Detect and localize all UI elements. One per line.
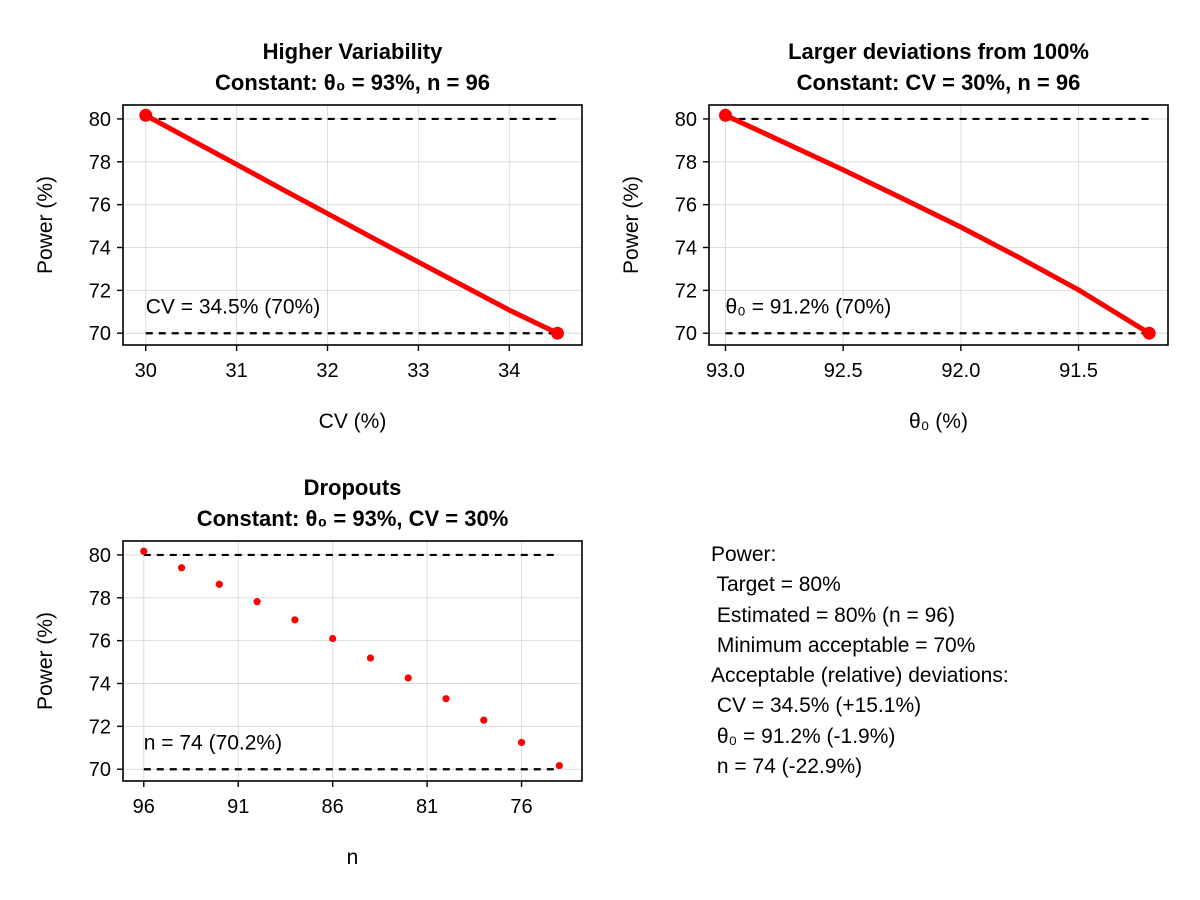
y-tick-label: 78 <box>89 588 111 610</box>
x-tick-label: 96 <box>133 796 155 818</box>
cv-power-chart: Higher Variability Constant: θ₀ = 93%, n … <box>34 39 583 433</box>
y-tick-label: 80 <box>675 109 697 131</box>
summary-line: Power: <box>711 543 777 566</box>
x-tick-label: 31 <box>225 360 247 382</box>
x-tick-label: 30 <box>135 360 157 382</box>
threshold-annotation: CV = 34.5% (70%) <box>146 296 321 319</box>
y-tick-label: 76 <box>89 195 111 217</box>
x-tick-label: 93.0 <box>706 360 745 382</box>
y-axis-label: Power (%) <box>34 176 57 274</box>
x-tick-label: 86 <box>322 796 344 818</box>
y-axis-label: Power (%) <box>34 612 57 710</box>
y-tick-label: 70 <box>89 759 111 781</box>
chart-title: Dropouts <box>304 475 402 500</box>
x-axis-label: CV (%) <box>319 410 387 433</box>
data-point <box>404 674 412 682</box>
y-tick-label: 80 <box>89 545 111 567</box>
x-axis-label: θ₀ (%) <box>909 410 968 433</box>
summary-line: CV = 34.5% (+15.1%) <box>711 694 922 718</box>
x-tick-label: 76 <box>510 796 532 818</box>
summary-line: θ₀ = 91.2% (-1.9%) <box>711 724 896 748</box>
data-point <box>291 616 299 624</box>
y-tick-label: 70 <box>89 323 111 345</box>
dropouts-power-chart: Dropouts Constant: θ₀ = 93%, CV = 30% 96 91… <box>34 475 583 869</box>
summary-line: n = 74 (-22.9%) <box>711 755 863 779</box>
threshold-annotation: θ₀ = 91.2% (70%) <box>725 296 891 319</box>
theta-power-chart: Larger deviations from 100% Constant: CV … <box>620 39 1169 433</box>
data-point <box>517 738 526 747</box>
endpoint-marker <box>550 326 564 340</box>
data-point <box>177 564 186 572</box>
power-line <box>723 112 1152 336</box>
endpoint-marker <box>139 108 153 122</box>
y-tick-label: 70 <box>675 323 697 345</box>
x-tick-label: 92.5 <box>824 360 863 382</box>
y-tick-label: 80 <box>89 109 111 131</box>
chart-title: Higher Variability <box>263 39 443 64</box>
chart-subtitle: Constant: θ₀ = 93%, CV = 30% <box>197 506 509 531</box>
plot-frame <box>122 540 583 782</box>
y-tick-label: 72 <box>89 716 111 738</box>
x-tick-label: 34 <box>498 360 520 382</box>
x-tick-label: 91 <box>227 796 249 818</box>
data-point <box>480 716 488 724</box>
power-line <box>143 112 560 336</box>
y-tick-label: 74 <box>89 238 111 260</box>
y-tick-label: 78 <box>89 152 111 174</box>
summary-line: Target = 80% <box>711 573 841 597</box>
x-tick-label: 92.0 <box>941 360 980 382</box>
endpoint-marker <box>1142 326 1156 340</box>
y-axis-label: Power (%) <box>620 176 643 274</box>
data-point <box>555 761 563 770</box>
threshold-annotation: n = 74 (70.2%) <box>144 732 282 755</box>
data-point <box>442 695 450 703</box>
summary-line: Acceptable (relative) deviations: <box>711 664 1009 688</box>
chart-subtitle: Constant: θ₀ = 93%, n = 96 <box>215 70 490 95</box>
y-tick-label: 76 <box>675 195 697 217</box>
y-tick-label: 72 <box>89 280 111 302</box>
data-point <box>366 654 375 662</box>
x-axis-label: n <box>347 846 359 869</box>
summary-line: Minimum acceptable = 70% <box>711 633 976 657</box>
y-tick-label: 72 <box>675 280 697 302</box>
y-tick-label: 76 <box>89 631 111 653</box>
data-point <box>253 598 261 606</box>
plot-frame <box>708 104 1169 346</box>
y-tick-label: 74 <box>89 674 111 696</box>
chart-title: Larger deviations from 100% <box>788 39 1089 64</box>
y-tick-label: 74 <box>675 238 697 260</box>
endpoint-marker <box>718 108 732 122</box>
x-tick-label: 32 <box>316 360 338 382</box>
x-tick-label: 33 <box>407 360 429 382</box>
x-tick-label: 91.5 <box>1059 360 1098 382</box>
x-tick-label: 81 <box>416 796 438 818</box>
plot-frame <box>122 104 583 346</box>
chart-subtitle: Constant: CV = 30%, n = 96 <box>797 70 1081 95</box>
data-point <box>329 634 337 643</box>
y-tick-label: 78 <box>675 152 697 174</box>
power-summary: Power: Target = 80% Estimated = 80% (n =… <box>711 540 1009 782</box>
summary-line: Estimated = 80% (n = 96) <box>711 603 955 627</box>
data-point <box>140 547 148 555</box>
data-point <box>215 580 223 588</box>
